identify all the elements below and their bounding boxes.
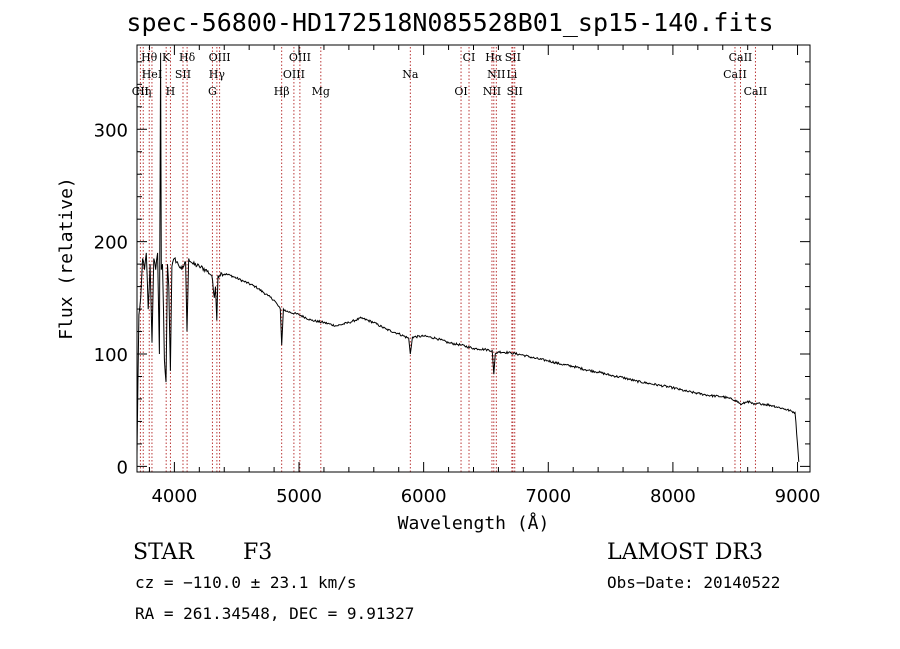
line-label-19: Hα [485, 51, 503, 64]
y-tick-label-3: 300 [94, 120, 128, 141]
redshift-velocity: cz = −110.0 ± 23.1 km/s [135, 573, 357, 592]
line-label-11: Hβ [274, 85, 290, 98]
line-label-8: G [208, 85, 217, 98]
x-tick-label-1: 5000 [276, 486, 322, 507]
x-tick-label-5: 9000 [775, 486, 821, 507]
line-label-4: K [162, 51, 171, 64]
line-label-0: CII [132, 85, 149, 98]
line-label-22: SII [505, 51, 521, 64]
line-label-16: OI [454, 85, 467, 98]
spectrum-series-line [136, 52, 800, 462]
line-label-14: Mg [312, 85, 330, 98]
line-label-13: OIII [289, 51, 311, 64]
x-axis-label: Wavelength (Å) [398, 512, 550, 534]
y-tick-label-2: 200 [94, 233, 128, 254]
line-label-23: SII [507, 85, 523, 98]
line-label-1: Hη [135, 85, 151, 98]
x-tick-label-3: 7000 [525, 486, 571, 507]
line-label-12: OIII [283, 68, 305, 81]
line-label-18: NII [483, 85, 501, 98]
line-label-5: H [166, 85, 176, 98]
x-tick-label-0: 4000 [151, 486, 197, 507]
y-axis-label: Flux (relative) [56, 177, 77, 340]
object-class: STAR [133, 540, 194, 565]
line-label-26: CaII [744, 85, 768, 98]
y-tick-label-1: 100 [94, 345, 128, 366]
y-tick-label-0: 0 [117, 457, 128, 478]
line-label-21: Li [506, 68, 517, 81]
observation-date: Obs−Date: 20140522 [607, 573, 781, 592]
chart-title: spec-56800-HD172518N085528B01_sp15-140.f… [126, 8, 774, 37]
line-label-9: Hγ [209, 68, 226, 81]
line-label-7: Hδ [179, 51, 196, 64]
line-label-3: HeI [142, 68, 162, 81]
line-label-10: OIII [209, 51, 231, 64]
line-label-24: CaII [723, 68, 747, 81]
line-label-6: SII [175, 68, 191, 81]
x-tick-label-2: 6000 [401, 486, 447, 507]
plot-frame [136, 44, 811, 473]
line-label-15: Na [402, 68, 419, 81]
line-label-20: NII [487, 68, 505, 81]
x-tick-label-4: 8000 [650, 486, 696, 507]
line-label-2: Hθ [141, 51, 158, 64]
line-label-17: CI [463, 51, 476, 64]
survey-name: LAMOST DR3 [607, 540, 763, 565]
object-subclass: F3 [243, 540, 273, 565]
line-label-25: CaII [729, 51, 753, 64]
sky-coordinates: RA = 261.34548, DEC = 9.91327 [135, 604, 415, 623]
